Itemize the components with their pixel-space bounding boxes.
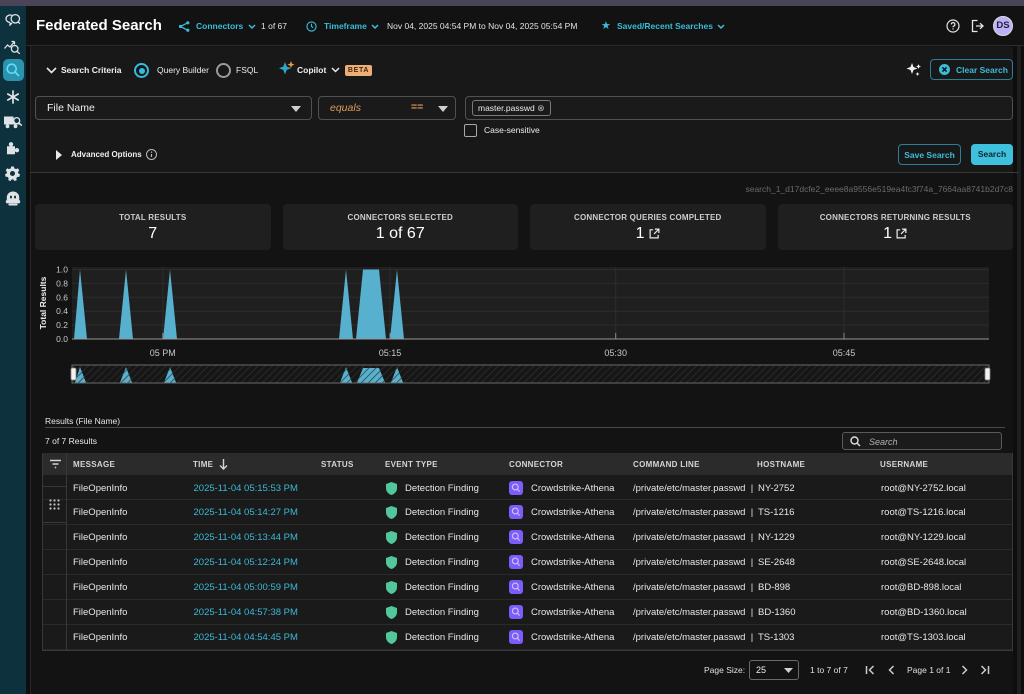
svg-text:1.0: 1.0 (56, 265, 68, 275)
svg-text:0.4: 0.4 (56, 306, 68, 316)
svg-text:05:30: 05:30 (604, 348, 627, 358)
svg-text:0.0: 0.0 (56, 334, 68, 344)
svg-text:0.6: 0.6 (56, 292, 68, 302)
svg-text:05:45: 05:45 (833, 348, 856, 358)
svg-text:0.2: 0.2 (56, 320, 68, 330)
svg-text:Total Results: Total Results (38, 276, 48, 329)
svg-text:05:15: 05:15 (379, 348, 402, 358)
svg-text:05 PM: 05 PM (150, 348, 176, 358)
svg-text:0.8: 0.8 (56, 278, 68, 288)
